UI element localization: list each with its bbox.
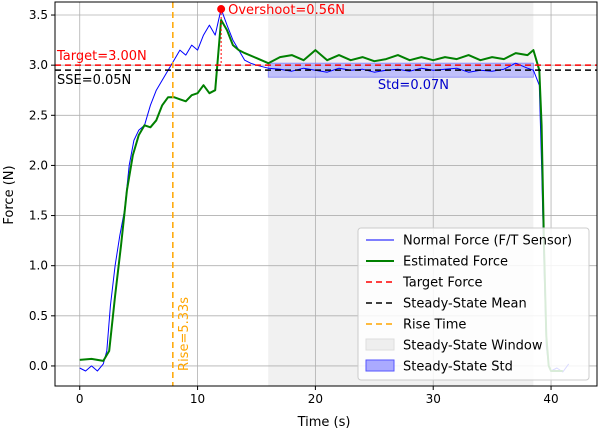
legend-label: Steady-State Window <box>403 339 543 354</box>
estimated-force-line <box>79 19 563 372</box>
x-tick-label: 10 <box>190 392 205 406</box>
legend-label: Normal Force (F/T Sensor) <box>403 234 572 249</box>
legend-label: Rise Time <box>403 318 466 333</box>
legend-label: Steady-State Mean <box>403 297 527 312</box>
y-tick-label: 2.0 <box>29 158 48 172</box>
x-tick-label: 20 <box>308 392 323 406</box>
plot-area: Overshoot=0.56N Target=3.00N SSE=0.05N Std=… <box>29 1 598 406</box>
x-axis-label: Time (s) <box>297 415 351 430</box>
y-tick-label: 0.5 <box>29 309 48 323</box>
std-annotation: Std=0.07N <box>378 78 449 93</box>
rise-annotation: Rise=5.33s <box>177 297 192 371</box>
legend-box <box>357 227 590 381</box>
y-axis-label: Force (N) <box>2 165 17 224</box>
y-tick-label: 2.5 <box>29 108 48 122</box>
target-annotation: Target=3.00N <box>56 49 147 64</box>
overshoot-point <box>217 5 226 14</box>
y-tick-label: 1.5 <box>29 209 48 223</box>
y-tick-label: 3.0 <box>29 58 48 72</box>
axes-frame <box>54 1 598 387</box>
legend-label: Estimated Force <box>403 255 508 270</box>
x-tick-label: 30 <box>426 392 441 406</box>
legend-swatch <box>365 359 395 372</box>
y-tick-label: 0.0 <box>29 359 48 373</box>
overshoot-annotation: Overshoot=0.56N <box>228 3 345 18</box>
legend-swatch <box>365 338 395 351</box>
y-tick-label: 3.5 <box>29 8 48 22</box>
x-tick-label: 0 <box>76 392 84 406</box>
sse-annotation: SSE=0.05N <box>57 73 131 88</box>
legend-label: Target Force <box>402 276 483 291</box>
y-tick-label: 1.0 <box>29 259 48 273</box>
legend-label: Steady-State Std <box>403 360 513 375</box>
normal-force-line <box>79 8 570 373</box>
x-tick-label: 40 <box>543 392 558 406</box>
